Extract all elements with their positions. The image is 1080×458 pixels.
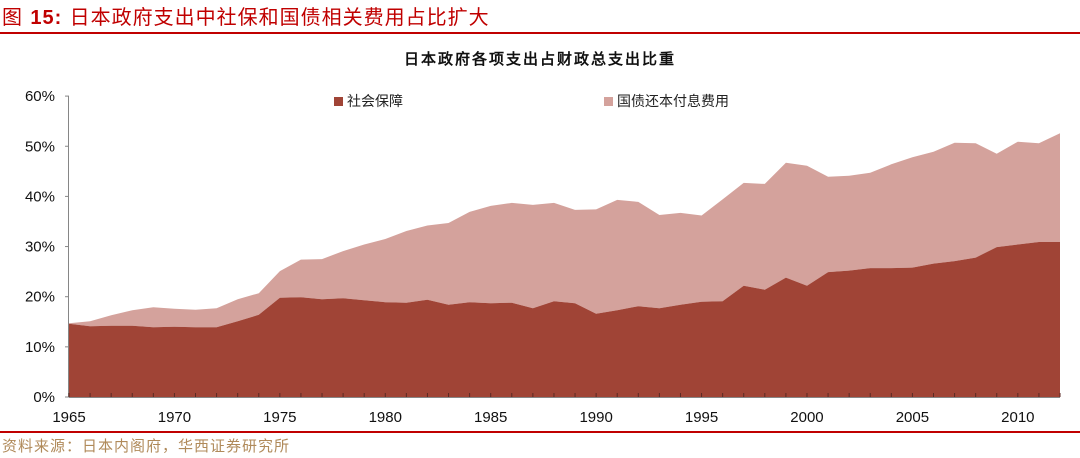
x-tick-label: 1980 xyxy=(369,409,402,426)
x-tick-label: 2005 xyxy=(896,409,929,426)
x-tick-label: 1990 xyxy=(579,409,612,426)
y-tick-label: 30% xyxy=(25,239,55,256)
legend-swatch-social-security xyxy=(334,96,343,106)
axes xyxy=(65,95,1061,398)
x-tick-label: 1970 xyxy=(158,409,191,426)
figure-label-prefix: 图 xyxy=(2,5,31,29)
legend-item-social-security: 社会保障 xyxy=(334,91,403,111)
y-tick-label: 40% xyxy=(25,188,55,205)
legend-label-debt-service: 国债还本付息费用 xyxy=(617,94,729,110)
legend-item-debt-service: 国债还本付息费用 xyxy=(604,91,729,111)
figure-caption-text: 日本政府支出中社保和国债相关费用占比扩大 xyxy=(62,5,490,29)
top-divider xyxy=(0,32,1080,34)
y-tick-label: 0% xyxy=(33,389,55,406)
area-debt-service xyxy=(69,133,1060,328)
y-axis-labels: 0% 10% 20% 30% 40% 50% 60% xyxy=(25,88,55,406)
stacked-areas xyxy=(69,133,1060,397)
x-axis-labels: 1965 1970 1975 1980 1985 1990 1995 2000 2005 2010 xyxy=(52,409,1034,426)
bottom-divider xyxy=(0,431,1080,433)
area-social-security xyxy=(69,242,1060,397)
y-tick-label: 50% xyxy=(25,138,55,155)
legend-label-social-security: 社会保障 xyxy=(347,94,403,110)
x-tick-label: 1995 xyxy=(685,409,718,426)
x-tick-label: 1965 xyxy=(52,409,85,426)
y-tick-label: 20% xyxy=(25,289,55,306)
chart-title: 日本政府各项支出占财政总支出比重 xyxy=(403,50,676,68)
x-tick-label: 2000 xyxy=(790,409,823,426)
source-note: 资料来源：日本内阁府，华西证券研究所 xyxy=(2,437,291,455)
legend-swatch-debt-service xyxy=(604,96,613,106)
y-tick-label: 60% xyxy=(25,88,55,105)
figure-number: 15: xyxy=(30,7,63,29)
x-tick-label: 1985 xyxy=(474,409,507,426)
y-tick-label: 10% xyxy=(25,339,55,356)
x-tick-label: 1975 xyxy=(263,409,296,426)
x-tick-label: 2010 xyxy=(1001,409,1034,426)
figure-caption: 图 15: 日本政府支出中社保和国债相关费用占比扩大 xyxy=(2,1,490,30)
